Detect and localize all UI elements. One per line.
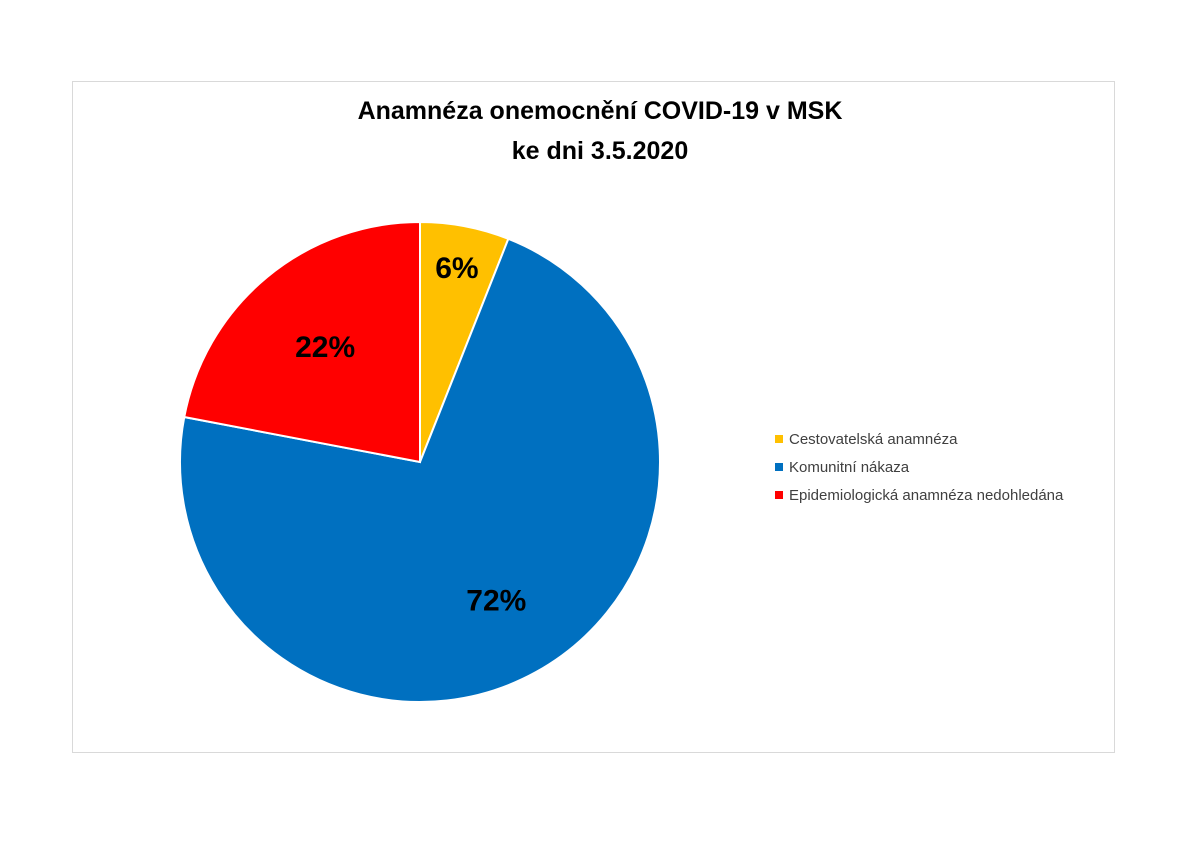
data-label-2: 72% <box>466 584 526 617</box>
pie-slice-3 <box>183 220 421 464</box>
legend-item-2: Komunitní nákaza <box>775 453 1063 481</box>
legend-label: Komunitní nákaza <box>789 458 910 476</box>
legend-swatch <box>775 463 783 471</box>
pie-slice-2 <box>179 237 661 703</box>
legend-item-1: Cestovatelská anamnéza <box>775 425 1063 453</box>
chart-subtitle: ke dni 3.5.2020 <box>511 137 689 165</box>
chart-title: Anamnéza onemocnění COVID-19 v MSK <box>357 97 843 125</box>
legend-label: Epidemiologická anamnéza nedohledána <box>789 486 1064 504</box>
data-label-3: 22% <box>295 331 355 364</box>
legend-item-3: Epidemiologická anamnéza nedohledána <box>775 481 1063 509</box>
data-label-1: 6% <box>435 252 478 285</box>
legend-label: Cestovatelská anamnéza <box>789 430 958 448</box>
legend: Cestovatelská anamnéza Komunitní nákaza Ep… <box>775 425 1063 509</box>
legend-swatch <box>775 491 783 499</box>
legend-swatch <box>775 435 783 443</box>
